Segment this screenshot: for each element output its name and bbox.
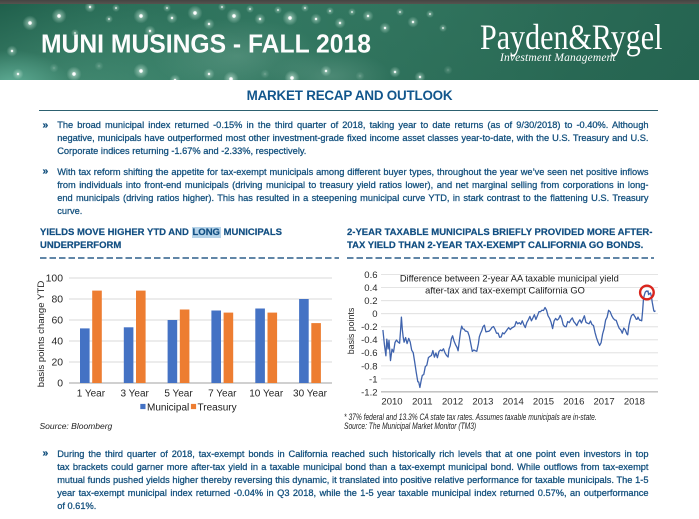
svg-text:0: 0 [57,378,63,389]
svg-text:5 Year: 5 Year [164,388,193,399]
svg-text:2018: 2018 [624,397,645,408]
svg-text:-1.2: -1.2 [361,387,377,398]
svg-text:100: 100 [46,273,64,284]
svg-text:30 Year: 30 Year [293,388,328,399]
svg-text:3 Year: 3 Year [121,388,150,399]
svg-text:-1: -1 [369,374,377,385]
svg-text:-0.2: -0.2 [361,322,377,333]
svg-text:2013: 2013 [472,397,493,408]
svg-text:40: 40 [51,336,63,347]
svg-text:0: 0 [372,309,377,320]
svg-text:2014: 2014 [503,397,524,408]
svg-text:basis points change YTD: basis points change YTD [36,281,47,388]
svg-text:Municipal: Municipal [147,403,189,414]
svg-text:2012: 2012 [442,397,463,408]
svg-text:1 Year: 1 Year [77,388,106,399]
svg-text:2016: 2016 [563,397,584,408]
svg-text:7 Year: 7 Year [208,388,237,399]
svg-text:-0.6: -0.6 [361,348,377,359]
svg-text:2017: 2017 [594,397,615,408]
svg-text:60: 60 [51,315,63,326]
svg-text:basis points: basis points [346,307,356,354]
svg-text:2010: 2010 [381,397,402,408]
svg-text:0.4: 0.4 [364,283,377,294]
svg-text:-0.4: -0.4 [361,335,377,346]
svg-text:2011: 2011 [412,397,432,408]
svg-text:0.2: 0.2 [364,296,377,307]
svg-text:after-tax and tax-exempt Calif: after-tax and tax-exempt California GO [425,286,585,296]
svg-text:2015: 2015 [533,397,554,408]
svg-text:20: 20 [51,357,63,368]
svg-text:Difference between 2-year AA t: Difference between 2-year AA taxable mun… [400,274,619,284]
svg-text:-0.8: -0.8 [361,361,377,372]
svg-text:0.6: 0.6 [364,270,377,281]
svg-text:Treasury: Treasury [198,403,237,414]
svg-text:80: 80 [51,294,63,305]
svg-text:10 Year: 10 Year [249,388,284,399]
